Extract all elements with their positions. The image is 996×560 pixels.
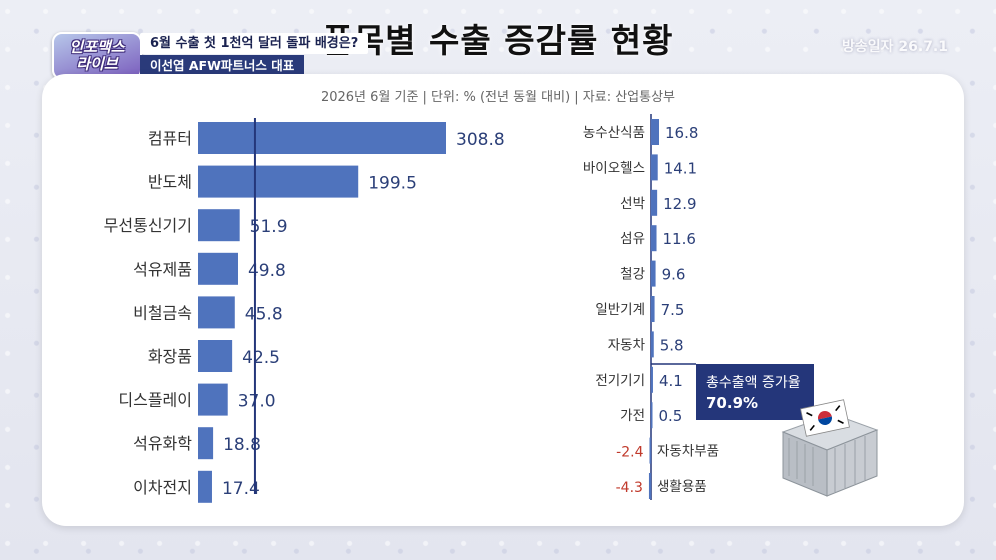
left-bar <box>198 383 228 416</box>
right-value-label: 4.1 <box>659 372 683 390</box>
left-category-label: 화장품 <box>148 347 192 366</box>
right-bar <box>651 119 659 145</box>
right-category-label: 선박 <box>620 196 645 212</box>
right-category-label: 일반기계 <box>595 302 645 318</box>
left-bar <box>198 209 240 242</box>
left-value-label: 308.8 <box>456 130 505 150</box>
shipping-container-icon <box>781 399 879 497</box>
right-value-label: -2.4 <box>616 445 643 461</box>
left-bar <box>198 122 446 154</box>
left-category-label: 이차전지 <box>133 478 192 497</box>
show-logo: 인포맥스 라이브 <box>52 32 142 80</box>
right-value-label: 14.1 <box>664 159 697 177</box>
right-value-label: 11.6 <box>663 230 696 248</box>
left-bar <box>198 470 212 503</box>
right-value-label: 12.9 <box>663 195 696 213</box>
right-bar <box>651 260 656 287</box>
right-value-label: 9.6 <box>662 266 686 284</box>
right-category-label: 전기기기 <box>595 373 645 389</box>
broadcast-date: 방송일자 26.7.1 <box>842 39 948 55</box>
right-category-label: 철강 <box>620 267 645 283</box>
right-category-label: 바이오헬스 <box>583 160 645 176</box>
right-value-label: 5.8 <box>660 336 684 354</box>
left-bar <box>198 252 238 285</box>
left-value-label: 199.5 <box>368 174 417 194</box>
right-category-label: 생활용품 <box>657 479 707 495</box>
right-category-label: 가전 <box>620 408 645 424</box>
left-bar <box>198 296 235 329</box>
right-value-label: 7.5 <box>661 301 685 319</box>
right-bar <box>651 225 657 252</box>
callout-value: 70.9% <box>706 394 759 412</box>
left-value-label: 45.8 <box>245 304 283 324</box>
left-value-label: 51.9 <box>250 217 288 237</box>
left-category-label: 비철금속 <box>133 303 192 322</box>
right-category-label: 농수산식품 <box>583 125 645 141</box>
total-growth-callout: 총수출액 증가율 70.9% <box>696 364 814 420</box>
left-category-label: 반도체 <box>148 173 192 192</box>
logo-line-1: 인포맥스 <box>69 38 125 56</box>
left-value-label: 17.4 <box>222 479 260 499</box>
right-category-label: 섬유 <box>620 231 645 247</box>
source-note: 2026년 6월 기준 | 단위: % (전년 동월 대비) | 자료: 산업통… <box>320 90 676 105</box>
page-title: 품목별 수출 증감률 현황 <box>322 21 674 60</box>
right-bar <box>651 331 654 358</box>
callout-label: 총수출액 증가율 <box>706 375 801 391</box>
left-bar <box>198 340 233 372</box>
logo-line-2: 라이브 <box>76 55 118 73</box>
guest-caption: 이선엽 AFW파트너스 대표 <box>140 55 305 76</box>
topic-caption: 6월 수출 첫 1천억 달러 돌파 배경은? <box>140 33 369 54</box>
right-value-label: 16.8 <box>665 124 698 142</box>
right-value-label: 0.5 <box>659 407 683 425</box>
right-bar <box>651 366 653 393</box>
right-bar <box>651 154 658 181</box>
left-category-label: 석유화학 <box>133 434 192 453</box>
left-bar <box>198 427 214 460</box>
left-category-label: 디스플레이 <box>118 391 192 410</box>
left-value-label: 18.8 <box>223 435 261 455</box>
right-value-label: -4.3 <box>616 480 643 496</box>
right-bar <box>651 402 653 429</box>
left-category-label: 석유제품 <box>133 260 192 279</box>
right-bar <box>651 296 655 322</box>
left-value-label: 49.8 <box>248 261 286 281</box>
right-bar <box>649 437 651 464</box>
left-category-label: 컴퓨터 <box>148 129 192 148</box>
right-category-label: 자동차 <box>608 337 646 353</box>
right-bar <box>651 189 658 216</box>
right-bar <box>648 473 651 499</box>
right-category-label: 자동차부품 <box>657 444 719 460</box>
left-value-label: 42.5 <box>242 348 280 368</box>
left-bar <box>198 165 359 198</box>
left-category-label: 무선통신기기 <box>104 216 192 235</box>
left-value-label: 37.0 <box>238 392 276 412</box>
